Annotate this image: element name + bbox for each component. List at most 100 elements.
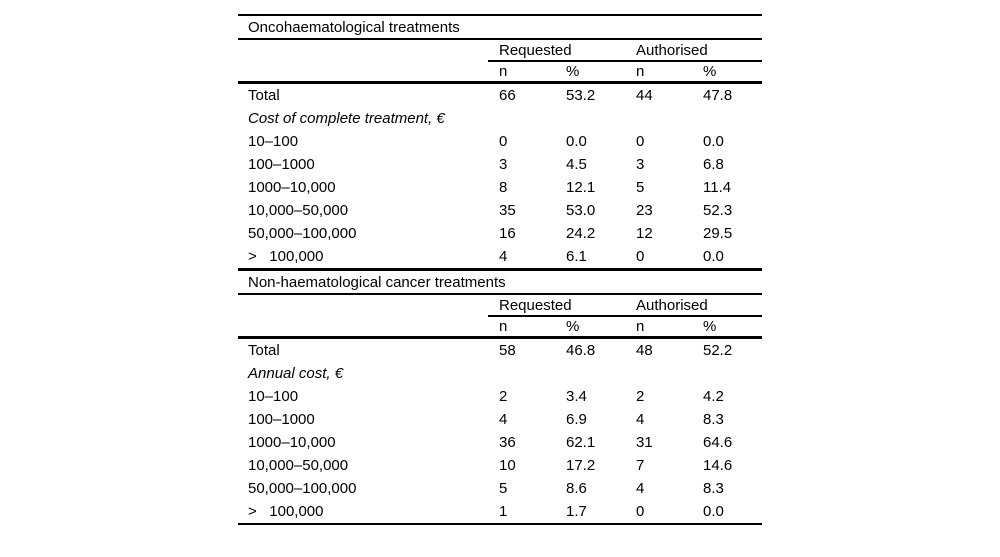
group-header-row: Requested Authorised bbox=[238, 40, 762, 62]
group-header-row: Requested Authorised bbox=[238, 295, 762, 317]
cell-requested-n: 58 bbox=[499, 342, 516, 359]
row-label: 1000–10,000 bbox=[248, 434, 336, 451]
cell-requested-n: 3 bbox=[499, 156, 508, 173]
cell-requested-pct: 53.0 bbox=[566, 202, 596, 219]
cell-authorised-n: 0 bbox=[636, 503, 645, 520]
row-label: Cost of complete treatment, € bbox=[248, 110, 445, 127]
group-header-authorised: Authorised bbox=[636, 41, 708, 59]
cell-requested-pct: 8.6 bbox=[566, 480, 587, 497]
cell-authorised-pct: 47.8 bbox=[703, 87, 733, 104]
cell-requested-pct: 24.2 bbox=[566, 225, 596, 242]
row-label: 100–1000 bbox=[248, 411, 315, 428]
cell-requested-pct: 1.7 bbox=[566, 503, 587, 520]
cell-requested-pct: 4.5 bbox=[566, 156, 587, 173]
table-row: 50,000–100,000 16 24.2 12 29.5 bbox=[238, 222, 762, 245]
table-row: 50,000–100,000 5 8.6 4 8.3 bbox=[238, 477, 762, 500]
cell-requested-n: 2 bbox=[499, 388, 508, 405]
row-label: 10–100 bbox=[248, 388, 299, 405]
subheader-row: n % n % bbox=[238, 317, 762, 339]
group-header-rule-span: Requested Authorised bbox=[488, 295, 762, 317]
cell-requested-n: 4 bbox=[499, 248, 508, 265]
subheader-requested-n: n bbox=[499, 318, 508, 335]
group-header-rule-span: Requested Authorised bbox=[488, 40, 762, 62]
cell-authorised-pct: 14.6 bbox=[703, 457, 733, 474]
table-row: 10,000–50,000 35 53.0 23 52.3 bbox=[238, 199, 762, 222]
row-label: > 100,000 bbox=[248, 503, 324, 520]
cell-authorised-n: 7 bbox=[636, 457, 645, 474]
group-header-requested: Requested bbox=[499, 41, 572, 59]
table-row: 10–100 2 3.4 2 4.2 bbox=[238, 385, 762, 408]
cell-requested-n: 8 bbox=[499, 179, 508, 196]
cell-requested-pct: 6.9 bbox=[566, 411, 587, 428]
table-row: 1000–10,000 8 12.1 5 11.4 bbox=[238, 176, 762, 199]
cell-requested-n: 66 bbox=[499, 87, 516, 104]
table-row-total: Total 66 53.2 44 47.8 bbox=[238, 84, 762, 107]
row-label: 10,000–50,000 bbox=[248, 457, 349, 474]
row-label: 50,000–100,000 bbox=[248, 480, 357, 497]
row-label: 100–1000 bbox=[248, 156, 315, 173]
cell-authorised-n: 48 bbox=[636, 342, 653, 359]
subheader-requested-pct: % bbox=[566, 63, 580, 80]
row-label: Total bbox=[248, 342, 280, 359]
subheader-row: n % n % bbox=[238, 62, 762, 84]
cell-requested-n: 10 bbox=[499, 457, 516, 474]
cell-authorised-pct: 0.0 bbox=[703, 503, 724, 520]
subheader-requested-n: n bbox=[499, 63, 508, 80]
cell-authorised-pct: 6.8 bbox=[703, 156, 724, 173]
cell-requested-pct: 6.1 bbox=[566, 248, 587, 265]
treatment-cost-table: Oncohaematological treatments Requested … bbox=[238, 14, 762, 525]
cell-authorised-pct: 8.3 bbox=[703, 480, 724, 497]
group-header-spacer bbox=[238, 295, 488, 317]
cell-authorised-n: 44 bbox=[636, 87, 653, 104]
table-row: 100–1000 3 4.5 3 6.8 bbox=[238, 153, 762, 176]
table-row: 10,000–50,000 10 17.2 7 14.6 bbox=[238, 454, 762, 477]
subheader-authorised-n: n bbox=[636, 318, 645, 335]
table-row: > 100,000 4 6.1 0 0.0 bbox=[238, 245, 762, 268]
cell-authorised-n: 0 bbox=[636, 248, 645, 265]
table-row: > 100,000 1 1.7 0 0.0 bbox=[238, 500, 762, 523]
subheader-authorised-pct: % bbox=[703, 63, 717, 80]
cell-authorised-pct: 0.0 bbox=[703, 133, 724, 150]
table-row: 100–1000 4 6.9 4 8.3 bbox=[238, 408, 762, 431]
cell-requested-n: 35 bbox=[499, 202, 516, 219]
cell-requested-pct: 53.2 bbox=[566, 87, 596, 104]
table-row: 10–100 0 0.0 0 0.0 bbox=[238, 130, 762, 153]
cell-authorised-n: 5 bbox=[636, 179, 645, 196]
cell-requested-n: 0 bbox=[499, 133, 508, 150]
row-label: 50,000–100,000 bbox=[248, 225, 357, 242]
cell-authorised-pct: 64.6 bbox=[703, 434, 733, 451]
table-row-cost-heading: Annual cost, € bbox=[238, 362, 762, 385]
cell-authorised-n: 3 bbox=[636, 156, 645, 173]
cell-requested-n: 16 bbox=[499, 225, 516, 242]
group-header-authorised: Authorised bbox=[636, 296, 708, 314]
cell-requested-pct: 12.1 bbox=[566, 179, 596, 196]
cell-requested-n: 1 bbox=[499, 503, 508, 520]
cell-authorised-pct: 29.5 bbox=[703, 225, 733, 242]
section-title: Oncohaematological treatments bbox=[238, 16, 762, 40]
row-label: 10–100 bbox=[248, 133, 299, 150]
cell-authorised-n: 0 bbox=[636, 133, 645, 150]
cell-requested-pct: 17.2 bbox=[566, 457, 596, 474]
subheader-authorised-pct: % bbox=[703, 318, 717, 335]
group-header-requested: Requested bbox=[499, 296, 572, 314]
cell-authorised-pct: 4.2 bbox=[703, 388, 724, 405]
cell-authorised-n: 2 bbox=[636, 388, 645, 405]
cell-requested-n: 5 bbox=[499, 480, 508, 497]
table-row: 1000–10,000 36 62.1 31 64.6 bbox=[238, 431, 762, 454]
section-non-haematological: Non-haematological cancer treatments Req… bbox=[238, 271, 762, 523]
row-label: Annual cost, € bbox=[248, 365, 344, 382]
cell-authorised-pct: 52.3 bbox=[703, 202, 733, 219]
subheader-requested-pct: % bbox=[566, 318, 580, 335]
cell-requested-pct: 0.0 bbox=[566, 133, 587, 150]
cell-authorised-n: 23 bbox=[636, 202, 653, 219]
row-label: > 100,000 bbox=[248, 248, 324, 265]
cell-requested-pct: 3.4 bbox=[566, 388, 587, 405]
row-label: Total bbox=[248, 87, 280, 104]
cell-authorised-n: 4 bbox=[636, 411, 645, 428]
group-header-spacer bbox=[238, 40, 488, 62]
cell-authorised-n: 4 bbox=[636, 480, 645, 497]
cell-authorised-pct: 8.3 bbox=[703, 411, 724, 428]
table-row-cost-heading: Cost of complete treatment, € bbox=[238, 107, 762, 130]
cell-authorised-n: 31 bbox=[636, 434, 653, 451]
